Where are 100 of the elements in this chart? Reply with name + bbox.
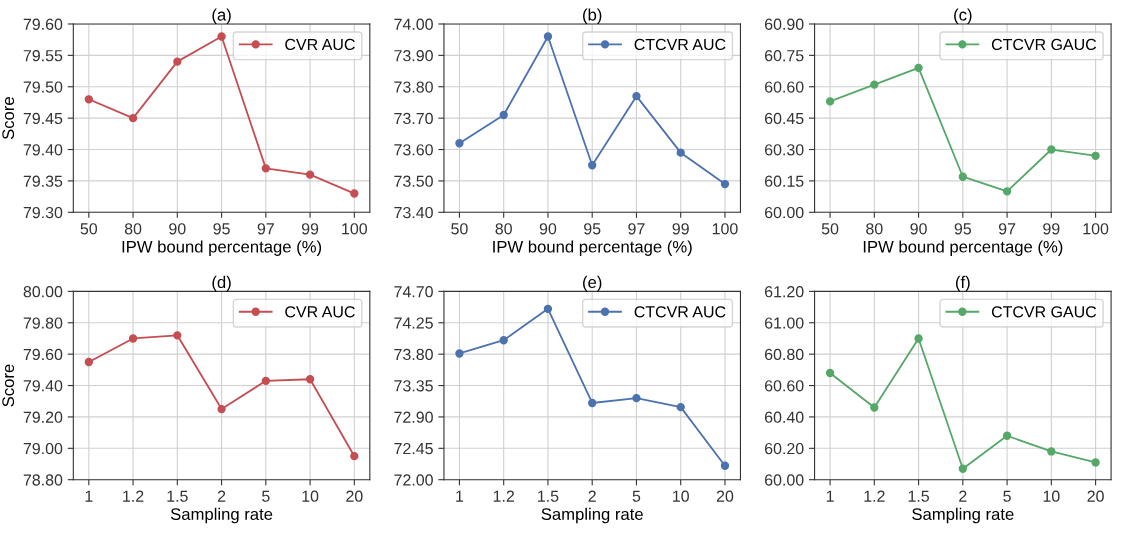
point	[84, 357, 93, 367]
x-tick-label: 1.5	[908, 490, 930, 502]
x-tick-label: 100	[712, 223, 738, 235]
y-tick-label: 79.80	[23, 317, 63, 329]
point	[870, 80, 879, 89]
point	[261, 164, 270, 173]
x-tick-label: 90	[169, 223, 186, 235]
point	[350, 189, 359, 198]
y-tick-label: 72.00	[394, 474, 433, 486]
x-tick-label: 80	[866, 223, 883, 235]
x-axis-title: IPW bound percentage (%)	[493, 240, 692, 256]
y-tick-label: 73.60	[394, 144, 433, 156]
x-axis-title: Sampling rate	[912, 507, 1014, 524]
x-tick-label: 80	[124, 223, 142, 235]
x-tick-label: 20	[346, 490, 363, 502]
x-tick-label: 1.2	[493, 490, 514, 502]
point	[305, 170, 315, 179]
point	[217, 404, 226, 414]
point	[543, 32, 553, 41]
x-tick-label: 1	[456, 490, 464, 502]
point	[1047, 145, 1056, 154]
point	[1047, 447, 1056, 456]
x-tick-label: 99	[1043, 223, 1060, 235]
point	[173, 331, 182, 340]
point	[1091, 151, 1100, 160]
x-tick-label: 50	[80, 223, 98, 235]
chart-title: (b)	[583, 8, 602, 24]
x-tick-label: 90	[910, 223, 927, 235]
chart-title: (a)	[212, 8, 231, 24]
legend-label: CTCVR GAUC	[991, 306, 1097, 318]
x-tick-label: 1.5	[538, 490, 559, 502]
point	[825, 368, 835, 378]
point	[543, 304, 553, 313]
point	[1091, 458, 1100, 467]
legend-label: CTCVR GAUC	[991, 38, 1097, 51]
point	[632, 393, 641, 403]
y-tick-label: 60.80	[765, 348, 804, 361]
point	[128, 334, 138, 343]
y-tick-label: 60.00	[765, 206, 804, 219]
y-tick-label: 73.35	[394, 380, 433, 392]
y-tick-label: 72.90	[394, 411, 433, 423]
x-tick-label: 1	[826, 490, 834, 502]
x-tick-label: 90	[539, 223, 557, 235]
y-tick-label: 79.55	[23, 50, 63, 62]
point	[914, 334, 923, 343]
point	[632, 92, 641, 101]
point	[261, 376, 270, 386]
point	[305, 375, 315, 384]
y-tick-label: 60.20	[765, 442, 804, 455]
point	[676, 148, 685, 157]
y-tick-label: 60.60	[765, 380, 804, 392]
x-tick-label: 97	[628, 223, 645, 235]
x-axis-title: IPW bound percentage (%)	[863, 240, 1063, 256]
point	[1002, 431, 1012, 440]
point	[588, 398, 597, 408]
x-tick-label: 10	[1043, 490, 1060, 502]
y-tick-label: 79.40	[23, 380, 63, 392]
y-tick-label: 73.80	[394, 81, 433, 93]
point	[499, 110, 508, 120]
x-tick-label: 95	[584, 223, 601, 235]
y-tick-label: 74.00	[394, 18, 433, 30]
y-axis-title: Score	[2, 97, 15, 140]
point	[455, 349, 464, 358]
x-tick-label: 2	[217, 490, 226, 502]
point	[350, 451, 359, 461]
x-axis-title: IPW bound percentage (%)	[122, 240, 322, 256]
y-tick-label: 60.90	[765, 18, 804, 30]
chart-title: (e)	[583, 275, 602, 292]
y-tick-label: 61.20	[765, 286, 804, 298]
x-tick-label: 97	[998, 223, 1016, 235]
x-tick-label: 95	[213, 223, 230, 235]
x-axis-title: Sampling rate	[541, 507, 643, 524]
y-tick-label: 60.45	[765, 112, 804, 125]
x-tick-label: 100	[1083, 223, 1109, 235]
point	[720, 461, 730, 470]
x-tick-label: 5	[632, 490, 641, 502]
point	[499, 336, 508, 345]
y-tick-label: 79.40	[23, 144, 63, 156]
point	[1002, 187, 1012, 196]
chart-title: (c)	[954, 8, 972, 24]
point	[173, 57, 182, 66]
x-tick-label: 97	[257, 223, 274, 235]
legend-label: CTCVR AUC	[634, 306, 726, 318]
y-tick-label: 79.35	[23, 175, 63, 187]
x-tick-label: 20	[1087, 490, 1104, 502]
y-tick-label: 60.40	[765, 411, 804, 423]
point	[958, 172, 967, 181]
y-tick-label: 79.00	[23, 442, 63, 455]
x-tick-label: 1.2	[123, 490, 144, 502]
point	[455, 139, 464, 148]
y-tick-label: 60.15	[765, 175, 804, 187]
legend-label: CVR AUC	[285, 306, 355, 318]
x-tick-label: 50	[821, 223, 839, 235]
point	[720, 179, 730, 189]
y-tick-label: 60.75	[765, 50, 804, 62]
x-tick-label: 1	[85, 490, 93, 502]
x-tick-label: 1.2	[864, 490, 885, 502]
y-tick-label: 73.40	[394, 206, 433, 219]
point	[128, 113, 138, 123]
x-tick-label: 5	[1003, 490, 1011, 502]
